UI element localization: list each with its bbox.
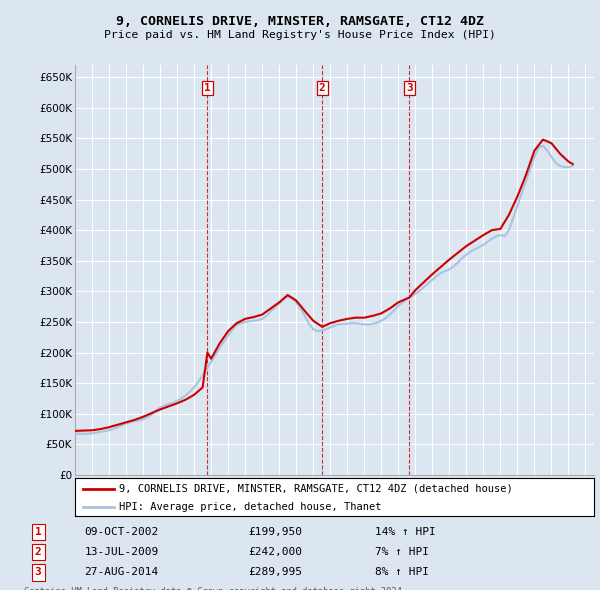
Text: 2002: 2002 [194,480,203,500]
Text: 2015: 2015 [415,480,424,500]
Text: 8% ↑ HPI: 8% ↑ HPI [375,568,429,578]
Text: 2025: 2025 [586,480,595,500]
Text: 2023: 2023 [551,480,560,500]
Text: 2007: 2007 [279,480,288,500]
Text: 2010: 2010 [330,480,339,500]
Text: HPI: Average price, detached house, Thanet: HPI: Average price, detached house, Than… [119,502,382,512]
Text: 2011: 2011 [347,480,356,500]
Text: 2005: 2005 [245,480,254,500]
Text: 2009: 2009 [313,480,322,500]
Text: 2016: 2016 [433,480,442,500]
Text: 2012: 2012 [364,480,373,500]
Text: 3: 3 [406,83,413,93]
Text: 27-AUG-2014: 27-AUG-2014 [84,568,158,578]
Text: 1: 1 [204,83,211,93]
Text: 2000: 2000 [160,480,169,500]
Text: 2018: 2018 [466,480,475,500]
Text: 2004: 2004 [228,480,237,500]
Text: 7% ↑ HPI: 7% ↑ HPI [375,547,429,556]
Text: 2014: 2014 [398,480,407,500]
Text: 1997: 1997 [109,480,118,500]
Text: 2022: 2022 [535,480,544,500]
Text: 1998: 1998 [126,480,135,500]
Text: £199,950: £199,950 [248,527,302,537]
Text: Price paid vs. HM Land Registry's House Price Index (HPI): Price paid vs. HM Land Registry's House … [104,30,496,40]
Text: 2008: 2008 [296,480,305,500]
Text: 14% ↑ HPI: 14% ↑ HPI [375,527,436,537]
Text: 2020: 2020 [500,480,509,500]
Text: 1995: 1995 [75,480,84,500]
Text: 2013: 2013 [381,480,390,500]
Text: 2001: 2001 [177,480,186,500]
Text: 1: 1 [35,527,41,537]
Text: 9, CORNELIS DRIVE, MINSTER, RAMSGATE, CT12 4DZ: 9, CORNELIS DRIVE, MINSTER, RAMSGATE, CT… [116,15,484,28]
Text: 2024: 2024 [568,480,577,500]
Text: Contains HM Land Registry data © Crown copyright and database right 2024.: Contains HM Land Registry data © Crown c… [24,588,407,590]
Text: 2017: 2017 [449,480,458,500]
Text: £242,000: £242,000 [248,547,302,556]
Text: 2021: 2021 [517,480,526,500]
Text: 2: 2 [35,547,41,556]
Text: 2019: 2019 [484,480,493,500]
Text: 3: 3 [35,568,41,578]
Text: 1999: 1999 [143,480,152,500]
Text: £289,995: £289,995 [248,568,302,578]
Text: 13-JUL-2009: 13-JUL-2009 [84,547,158,556]
Text: 2003: 2003 [211,480,220,500]
Text: 9, CORNELIS DRIVE, MINSTER, RAMSGATE, CT12 4DZ (detached house): 9, CORNELIS DRIVE, MINSTER, RAMSGATE, CT… [119,484,513,494]
Text: 2: 2 [319,83,326,93]
Text: 2006: 2006 [262,480,271,500]
Text: 1996: 1996 [92,480,101,500]
Text: 09-OCT-2002: 09-OCT-2002 [84,527,158,537]
